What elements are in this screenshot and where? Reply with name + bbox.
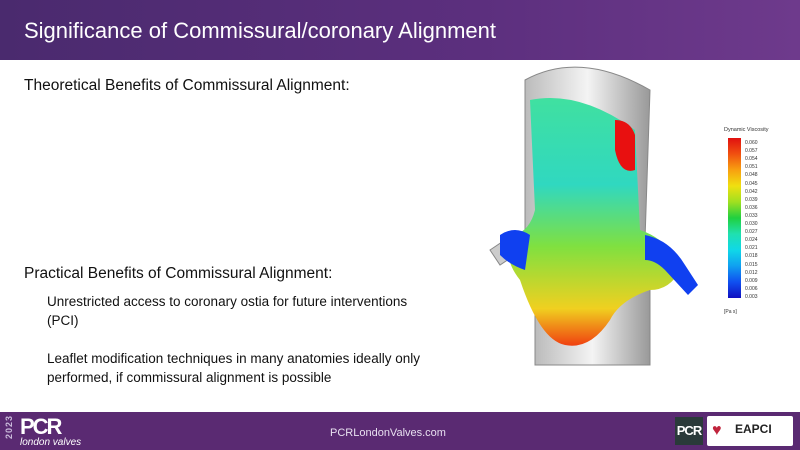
eapci-logo: ♥ EAPCI	[707, 416, 793, 446]
legend-tick: 0.003	[745, 293, 758, 300]
eapci-text: EAPCI	[735, 422, 772, 436]
legend-tick: 0.027	[745, 229, 758, 236]
legend-tick: 0.006	[745, 285, 758, 292]
website-link[interactable]: PCRLondonValves.com	[330, 427, 446, 439]
legend-tick: 0.051	[745, 164, 758, 171]
legend-tick: 0.036	[745, 204, 758, 211]
legend-tick: 0.033	[745, 212, 758, 219]
legend-tick: 0.021	[745, 245, 758, 252]
aortic-root-simulation-image	[489, 66, 698, 366]
legend-tick: 0.054	[745, 156, 758, 163]
legend-tick: 0.009	[745, 277, 758, 284]
legend-unit: [Pa s]	[724, 309, 737, 315]
legend-tick: 0.024	[745, 237, 758, 244]
legend-tick: 0.015	[745, 261, 758, 268]
title-bar: Significance of Commissural/coronary Ali…	[0, 0, 800, 60]
color-scale-bar	[728, 138, 741, 298]
legend-tick: 0.018	[745, 253, 758, 260]
legend-tick: 0.012	[745, 269, 758, 276]
year-label: 2023	[4, 415, 14, 440]
legend-title: Dynamic Viscosity	[724, 127, 769, 133]
legend-tick: 0.060	[745, 140, 758, 146]
pcr-badge-logo: PCR	[675, 417, 703, 445]
slide-title: Significance of Commissural/coronary Ali…	[24, 18, 496, 43]
heart-icon: ♥	[712, 422, 722, 439]
legend-tick: 0.057	[745, 148, 758, 155]
legend-tick: 0.048	[745, 172, 758, 179]
legend-tick: 0.030	[745, 221, 758, 227]
logo-subtitle: london valves	[20, 437, 82, 448]
legend-tick: 0.045	[745, 180, 758, 187]
legend-tick: 0.042	[745, 188, 758, 195]
practical-heading: Practical Benefits of Commissural Alignm…	[24, 265, 333, 282]
bullet-leaflet: Leaflet modification techniques in many …	[47, 351, 420, 385]
footer: 2023 PCR london valves PCRLondonValves.c…	[0, 412, 800, 450]
viscosity-legend: Dynamic Viscosity 0.060 0.057 0.054 0.051 0.…	[724, 127, 769, 315]
legend-tick: 0.039	[745, 196, 758, 203]
bullet-pci: Unrestricted access to coronary ostia fo…	[47, 294, 408, 328]
pcr-london-valves-logo: PCR	[20, 414, 62, 439]
theoretical-heading: Theoretical Benefits of Commissural Alig…	[24, 77, 350, 94]
